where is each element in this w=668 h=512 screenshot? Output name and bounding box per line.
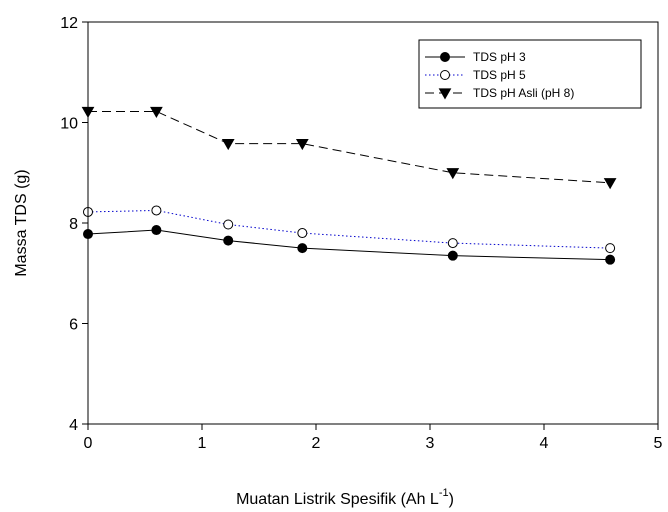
legend-label-1: TDS pH 3 <box>473 50 526 64</box>
y-tick-label: 4 <box>69 417 78 434</box>
y-tick-label: 8 <box>69 216 78 233</box>
series-line-1 <box>87 229 611 261</box>
series-1-point <box>297 243 308 254</box>
plot-markers <box>81 106 617 265</box>
series-2-point <box>447 238 458 249</box>
x-tick-label: 0 <box>84 435 93 452</box>
series-3-point <box>295 138 309 151</box>
x-axis-label-suffix: ) <box>449 491 454 508</box>
series-2-point <box>605 243 616 254</box>
series-1-point <box>151 225 162 236</box>
legend-box <box>418 39 642 109</box>
y-tick-label: 12 <box>60 15 78 32</box>
x-axis-label: Muatan Listrik Spesifik (Ah L-1) <box>236 487 454 508</box>
series-2-point <box>223 219 234 230</box>
x-tick-label: 4 <box>540 435 549 452</box>
y-axis-label: Massa TDS (g) <box>13 169 30 276</box>
plot-lines <box>87 110 611 261</box>
series-2-point <box>151 205 162 216</box>
x-tick-label: 2 <box>312 435 321 452</box>
series-1-point <box>605 254 616 265</box>
legend-marker-3 <box>438 88 452 100</box>
series-3-point <box>221 138 235 151</box>
series-line-2 <box>87 209 611 249</box>
legend-label-3: TDS pH Asli (pH 8) <box>473 86 574 100</box>
series-1-point <box>223 235 234 246</box>
series-3-point <box>446 168 460 180</box>
series-line-3 <box>88 110 611 184</box>
series-3-point <box>150 106 163 118</box>
series-2-point <box>297 228 308 239</box>
x-axis-label-main: Muatan Listrik Spesifik (Ah L <box>236 491 439 508</box>
y-tick-label: 10 <box>60 116 78 133</box>
y-axis-ticks: 4 6 8 10 12 <box>60 15 88 434</box>
x-tick-label: 3 <box>426 435 435 452</box>
x-axis-label-superscript: -1 <box>439 487 449 499</box>
legend-label-2: TDS pH 5 <box>473 68 526 82</box>
legend-marker-2 <box>440 70 450 80</box>
x-tick-label: 1 <box>198 435 207 452</box>
x-axis-ticks: 0 1 2 3 4 5 <box>84 424 663 452</box>
legend: TDS pH 3 TDS pH 5 TDS pH Asli (pH 8) <box>418 39 642 109</box>
x-tick-label: 5 <box>654 435 663 452</box>
series-1-point <box>447 250 458 261</box>
legend-marker-1 <box>440 52 450 62</box>
series-3-point <box>603 178 617 190</box>
y-tick-label: 6 <box>69 317 78 334</box>
